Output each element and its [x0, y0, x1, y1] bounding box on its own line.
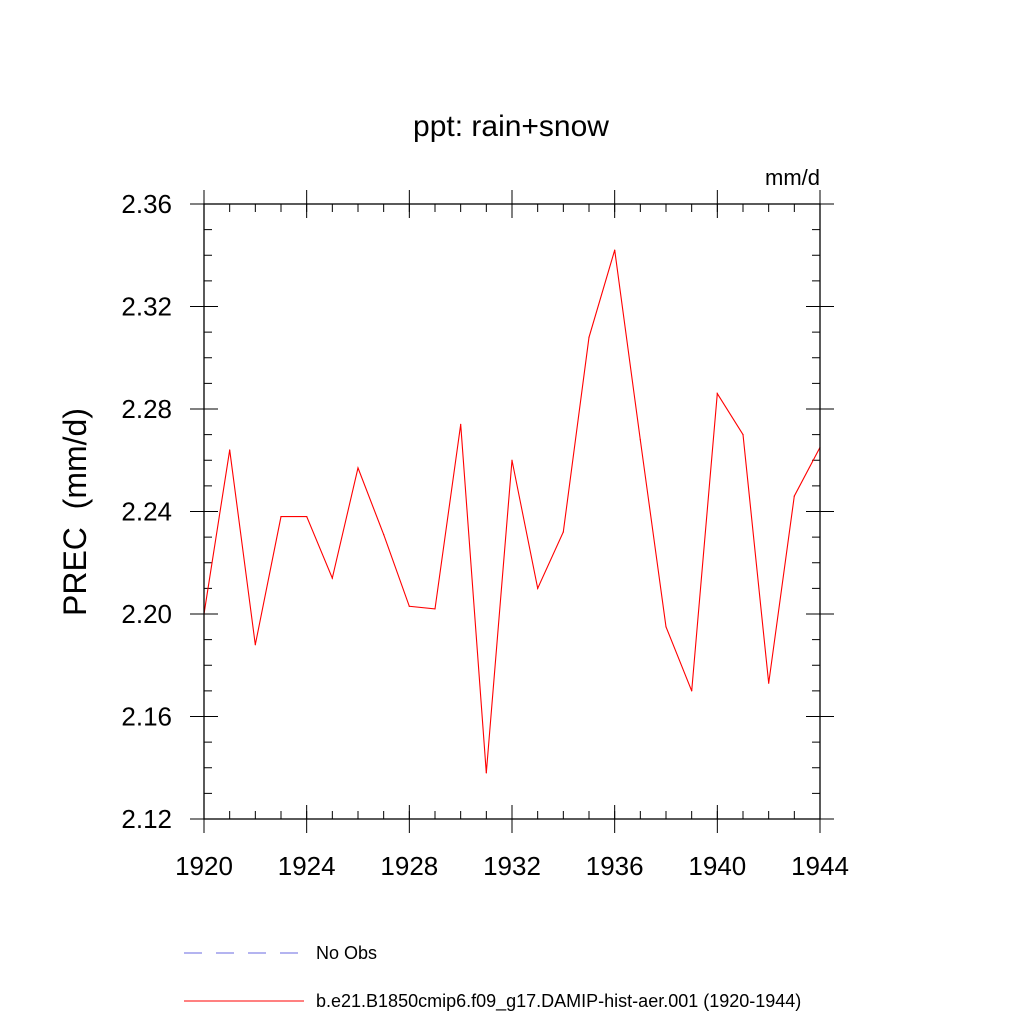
y-axis-label: PREC (mm/d) [57, 408, 93, 616]
data-point [434, 608, 436, 610]
legend: No Obs b.e21.B1850cmip6.f09_g17.DAMIP-his… [184, 943, 801, 1012]
x-tick-label: 1928 [380, 851, 438, 881]
data-point [614, 249, 616, 251]
y-tick-label: 2.28 [121, 394, 172, 424]
data-point [511, 459, 513, 461]
data-point [331, 577, 333, 579]
x-tick-label: 1920 [175, 851, 233, 881]
plot-frame [203, 203, 821, 820]
axis-ticks [190, 190, 834, 833]
x-tick-label: 1944 [791, 851, 849, 881]
data-point [229, 449, 231, 451]
chart-title: ppt: rain+snow [413, 110, 609, 143]
data-point [562, 531, 564, 533]
plot-series [203, 249, 821, 774]
data-point [537, 587, 539, 589]
x-tick-label: 1932 [483, 851, 541, 881]
x-tick-label: 1940 [688, 851, 746, 881]
data-point [485, 772, 487, 774]
y-tick-label: 2.16 [121, 702, 172, 732]
legend-label: b.e21.B1850cmip6.f09_g17.DAMIP-hist-aer.… [316, 991, 801, 1012]
x-tick-label: 1924 [278, 851, 336, 881]
data-point [691, 690, 693, 692]
data-point [768, 682, 770, 684]
data-point [742, 434, 744, 436]
data-point [254, 644, 256, 646]
y-tick-label: 2.20 [121, 599, 172, 629]
data-point [639, 439, 641, 441]
series-line [203, 249, 821, 773]
data-point [665, 626, 667, 628]
data-point [588, 336, 590, 338]
data-point [716, 393, 718, 395]
x-tick-label: 1936 [586, 851, 644, 881]
axis-tick-labels: 1920 1924 1928 1932 1936 1940 1944 2.12 2.16 2.20… [121, 189, 849, 881]
data-point [408, 605, 410, 607]
y-tick-label: 2.24 [121, 497, 172, 527]
data-point [460, 423, 462, 425]
units-label: mm/d [765, 165, 820, 190]
data-point [357, 467, 359, 469]
legend-label: No Obs [316, 943, 377, 963]
data-point [306, 516, 308, 518]
data-point [383, 533, 385, 536]
y-tick-label: 2.12 [121, 804, 172, 834]
data-point [280, 516, 282, 518]
y-tick-label: 2.36 [121, 189, 172, 219]
y-tick-label: 2.32 [121, 292, 172, 322]
data-point [793, 495, 795, 497]
